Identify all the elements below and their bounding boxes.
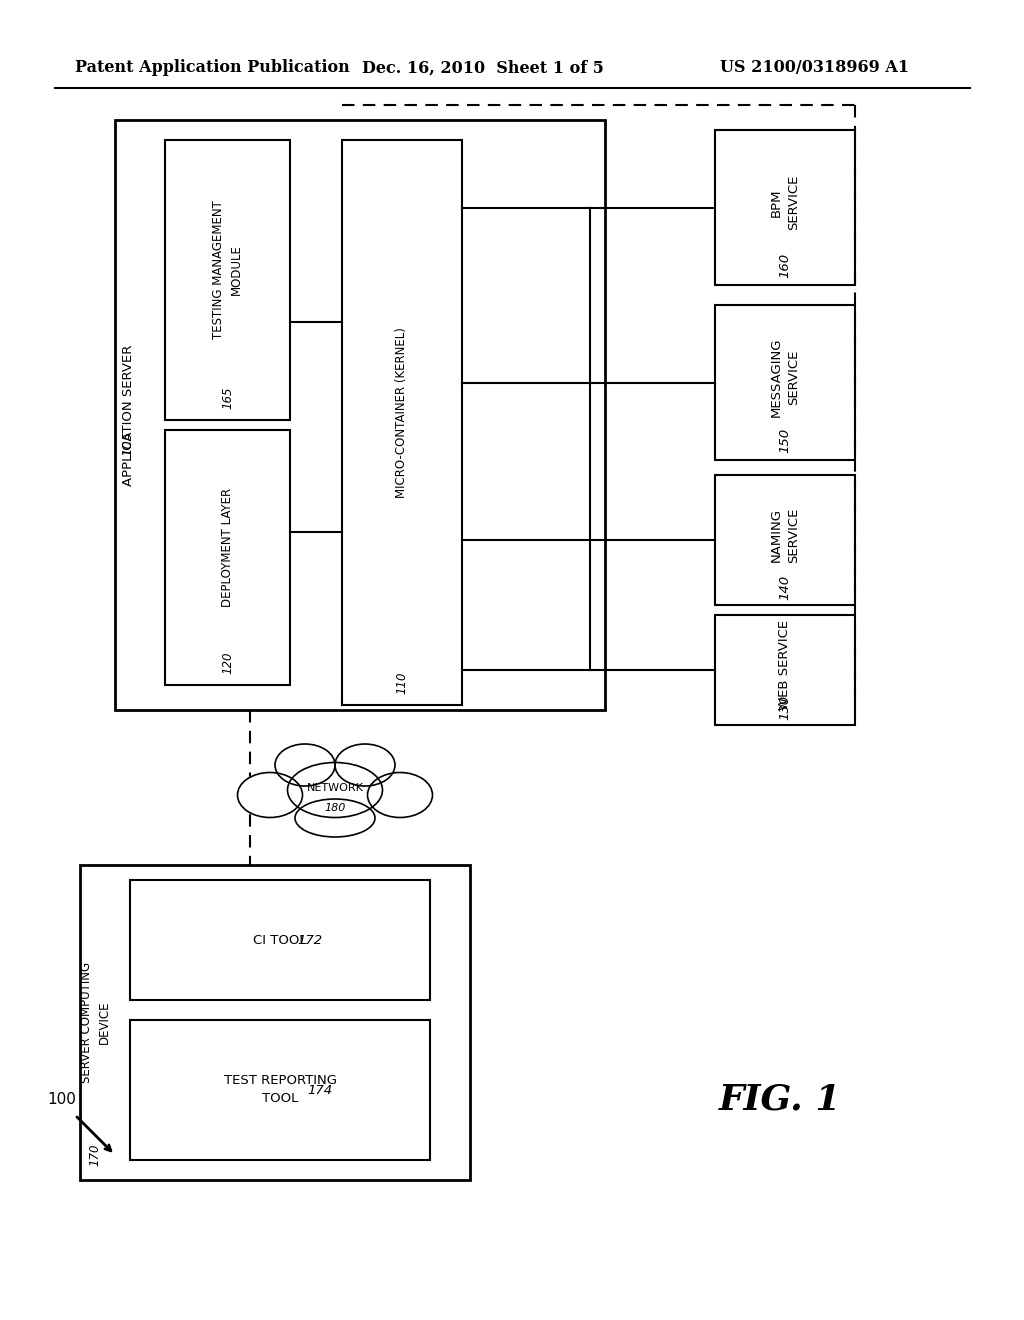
Text: 150: 150 [778,428,792,453]
Text: TEST REPORTING
TOOL: TEST REPORTING TOOL [223,1074,337,1106]
Text: 170: 170 [88,1143,101,1167]
Bar [165,140,290,420]
Text: 160: 160 [778,252,792,277]
Text: FIG. 1: FIG. 1 [719,1082,842,1117]
Bar [115,120,605,710]
Text: APPLICATION SERVER: APPLICATION SERVER [122,345,134,486]
Text: 140: 140 [778,574,792,599]
Bar [715,305,855,459]
Text: Dec. 16, 2010  Sheet 1 of 5: Dec. 16, 2010 Sheet 1 of 5 [362,59,604,77]
Bar [342,140,462,705]
Text: TESTING MANAGEMENT
MODULE: TESTING MANAGEMENT MODULE [212,201,243,339]
Ellipse shape [368,772,432,817]
Text: 100: 100 [47,1093,77,1107]
Ellipse shape [288,763,383,817]
Text: 120: 120 [221,652,234,675]
Bar [130,880,430,1001]
Text: NETWORK: NETWORK [306,783,364,793]
Text: BPM
SERVICE: BPM SERVICE [769,174,801,230]
Bar [715,129,855,285]
Bar [80,865,470,1180]
Text: Patent Application Publication: Patent Application Publication [75,59,350,77]
Bar [130,1020,430,1160]
Ellipse shape [275,744,335,785]
Text: 174: 174 [307,1084,333,1097]
Text: 105: 105 [122,430,134,455]
Text: WEB SERVICE: WEB SERVICE [778,620,792,710]
Text: 110: 110 [395,672,409,694]
Text: DEPLOYMENT LAYER: DEPLOYMENT LAYER [221,488,234,607]
Text: 165: 165 [221,387,234,409]
Bar [165,430,290,685]
Text: SERVER COMPUTING
DEVICE: SERVER COMPUTING DEVICE [80,962,111,1084]
Ellipse shape [238,772,302,817]
Text: 180: 180 [325,803,346,813]
Text: NAMING
SERVICE: NAMING SERVICE [769,507,801,562]
Ellipse shape [295,799,375,837]
Text: 172: 172 [297,933,323,946]
Bar [715,615,855,725]
Bar [715,475,855,605]
Text: MICRO-CONTAINER (KERNEL): MICRO-CONTAINER (KERNEL) [395,327,409,498]
Text: 130: 130 [778,694,792,719]
Text: CI TOOL: CI TOOL [253,933,307,946]
Text: MESSAGING
SERVICE: MESSAGING SERVICE [769,338,801,417]
Ellipse shape [335,744,395,785]
Text: US 2100/0318969 A1: US 2100/0318969 A1 [720,59,909,77]
